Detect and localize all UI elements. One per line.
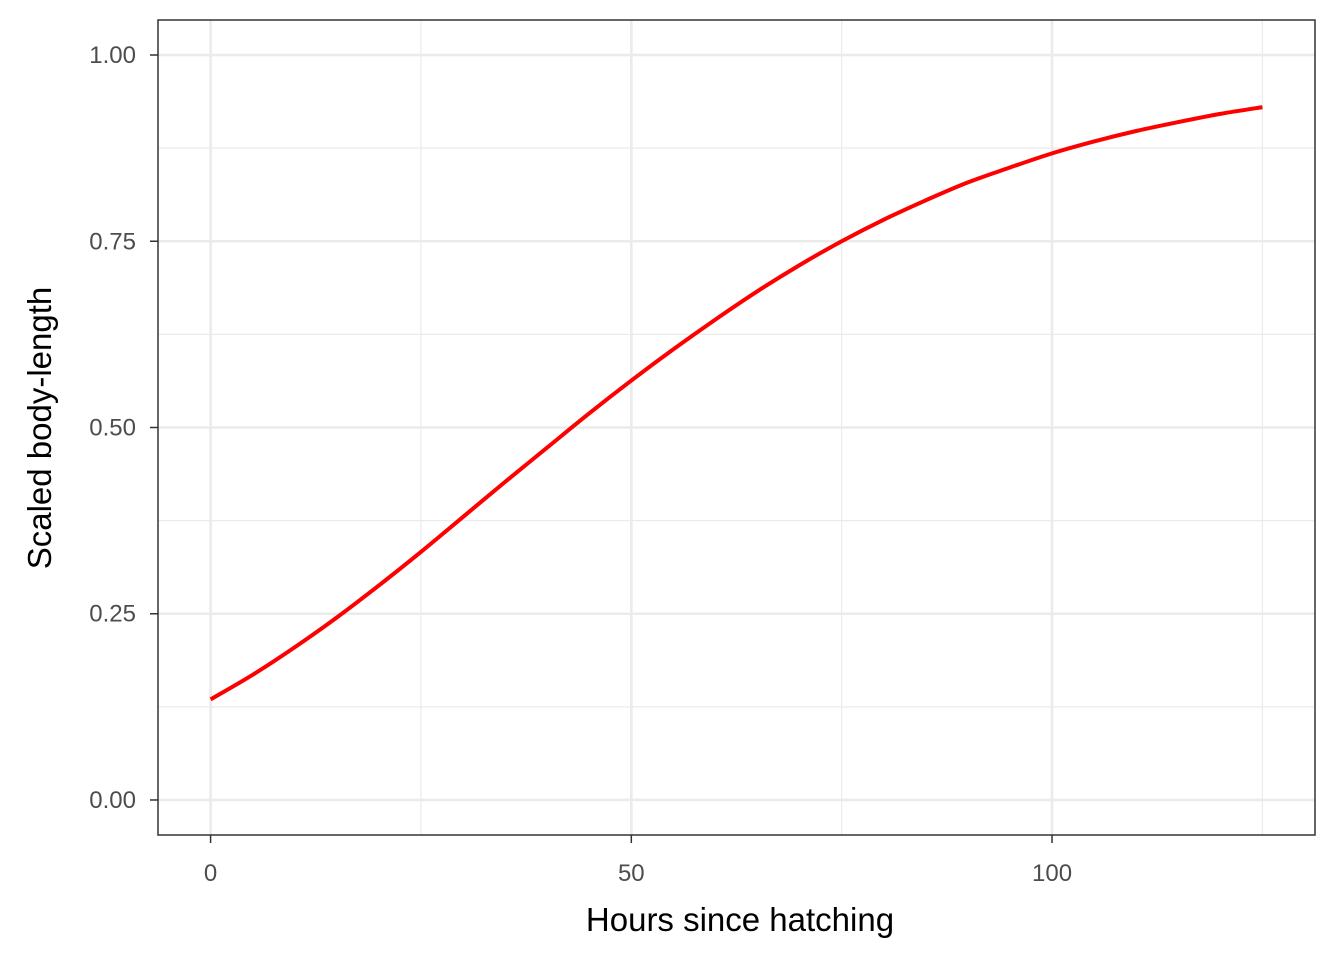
grid-major [158,20,1315,835]
x-tick-label: 50 [618,860,645,887]
x-axis: 0 50 100 [204,835,1072,887]
y-tick-label: 1.00 [89,42,136,69]
y-tick-label: 0.50 [89,415,136,442]
x-tick-label: 0 [204,860,217,887]
y-tick-label: 0.75 [89,228,136,255]
y-axis-title: Scaled body-length [21,287,58,570]
growth-curve-line [209,105,1263,702]
x-tick-label: 100 [1032,860,1072,887]
series-layer [209,105,1263,702]
y-tick-label: 0.25 [89,601,136,628]
x-axis-title: Hours since hatching [586,901,894,938]
y-tick-label: 0.00 [89,787,136,814]
y-axis: 0.00 0.25 0.50 0.75 1.00 [89,42,158,814]
